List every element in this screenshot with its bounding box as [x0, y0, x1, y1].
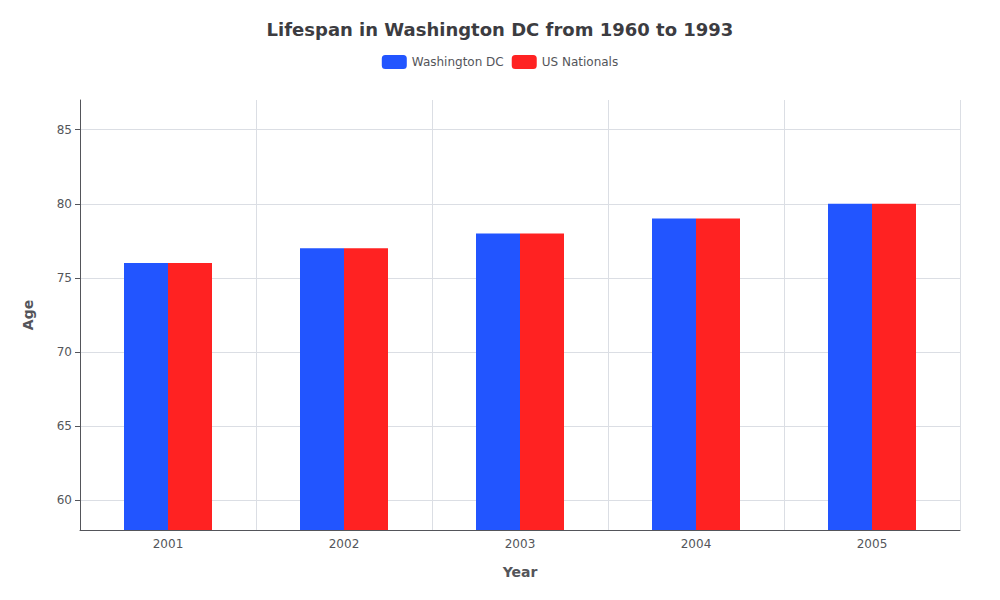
svg-text:75: 75: [57, 271, 72, 285]
svg-text:Year: Year: [502, 564, 538, 580]
svg-text:85: 85: [57, 123, 72, 137]
svg-text:70: 70: [57, 345, 72, 359]
svg-text:65: 65: [57, 419, 72, 433]
svg-text:60: 60: [57, 493, 72, 507]
svg-text:2004: 2004: [681, 537, 712, 551]
svg-text:2002: 2002: [329, 537, 360, 551]
svg-text:Lifespan in Washington DC from: Lifespan in Washington DC from 1960 to 1…: [267, 19, 734, 40]
svg-text:Age: Age: [20, 300, 36, 330]
svg-text:Washington DC: Washington DC: [412, 55, 504, 69]
svg-text:2005: 2005: [857, 537, 888, 551]
svg-text:2003: 2003: [505, 537, 536, 551]
svg-text:2001: 2001: [153, 537, 184, 551]
svg-text:80: 80: [57, 197, 72, 211]
svg-text:US Nationals: US Nationals: [542, 55, 618, 69]
